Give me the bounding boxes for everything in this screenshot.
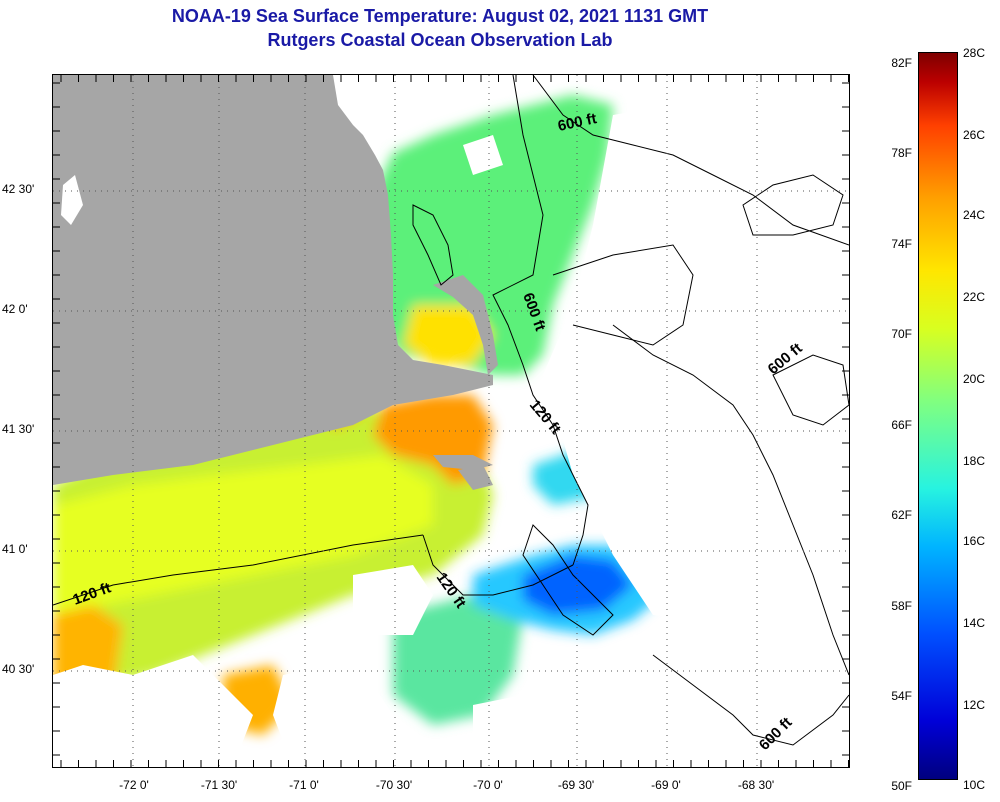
lon-label-69-0: -69 0' <box>651 778 681 792</box>
land-mass <box>53 75 498 490</box>
colorbar-c-18: 18C <box>963 454 986 468</box>
colorbar-f-82: 82F <box>891 56 912 70</box>
lon-label-72-0: -72 0' <box>119 778 149 792</box>
lon-label-69-30: -69 30' <box>557 778 595 792</box>
colorbar-c-28: 28C <box>963 46 986 60</box>
colorbar-f-70: 70F <box>891 327 912 341</box>
graticule <box>53 75 849 767</box>
temperature-colorbar <box>918 52 958 780</box>
lon-label-68-30: -68 30' <box>737 778 775 792</box>
lat-label-42-30: 42 30' <box>2 182 35 196</box>
colorbar-f-54: 54F <box>891 689 912 703</box>
map-title: NOAA-19 Sea Surface Temperature: August … <box>171 6 709 26</box>
lat-label-40-30: 40 30' <box>2 662 35 676</box>
lon-label-70-30: -70 30' <box>375 778 413 792</box>
colorbar-c-10: 10C <box>963 778 986 792</box>
lon-label-70-0: -70 0' <box>473 778 503 792</box>
depth-contours <box>53 75 849 746</box>
colorbar-f-50: 50F <box>891 779 912 793</box>
colorbar-c-20: 20C <box>963 372 986 386</box>
lon-label-71-0: -71 0' <box>289 778 319 792</box>
lat-label-41-0: 41 0' <box>2 542 28 556</box>
colorbar-c-16: 16C <box>963 534 986 548</box>
map-subtitle: Rutgers Coastal Ocean Observation Lab <box>267 30 613 50</box>
colorbar-f-74: 74F <box>891 237 912 251</box>
sst-map[interactable]: 600 ft 600 ft 600 ft 600 ft 120 ft 120 f… <box>52 74 850 768</box>
colorbar-f-78: 78F <box>891 146 912 160</box>
colorbar-f-66: 66F <box>891 418 912 432</box>
colorbar-c-26: 26C <box>963 128 986 142</box>
sst-map-canvas: 600 ft 600 ft 600 ft 600 ft 120 ft 120 f… <box>53 75 849 767</box>
colorbar-f-62: 62F <box>891 508 912 522</box>
lat-label-42-0: 42 0' <box>2 302 28 316</box>
lon-label-71-30: -71 30' <box>200 778 238 792</box>
colorbar-c-24: 24C <box>963 208 986 222</box>
lat-label-41-30: 41 30' <box>2 422 35 436</box>
colorbar-c-14: 14C <box>963 616 986 630</box>
axis-ticks <box>53 75 849 767</box>
colorbar-f-58: 58F <box>891 599 912 613</box>
colorbar-c-22: 22C <box>963 290 986 304</box>
colorbar-c-12: 12C <box>963 698 986 712</box>
